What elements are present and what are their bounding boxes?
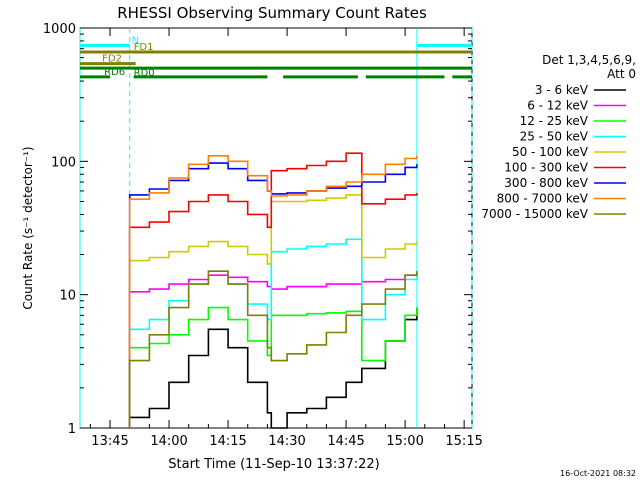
- legend-label-8: 7000 - 15000 keV: [481, 207, 588, 221]
- series-line-0: [128, 307, 418, 429]
- legend-label-3: 25 - 50 keV: [520, 130, 589, 144]
- legend-title-line-2: Att 0: [607, 67, 636, 81]
- legend-label-2: 12 - 25 keV: [520, 114, 589, 128]
- legend-label-4: 50 - 100 keV: [512, 145, 589, 159]
- flag-label-rd0: RD0: [134, 68, 155, 79]
- x-tick-label-0: 13:45: [91, 434, 128, 449]
- y-tick-label-2: 100: [51, 155, 76, 170]
- series-line-1: [128, 271, 418, 428]
- flag-label-n: N: [132, 35, 139, 46]
- series-line-4: [128, 194, 418, 428]
- x-tick-label-1: 14:00: [150, 434, 187, 449]
- y-tick-label-0: 1: [68, 422, 76, 437]
- series-line-6: [128, 162, 418, 428]
- x-tick-label-2: 14:15: [209, 434, 246, 449]
- series-line-7: [128, 155, 418, 428]
- legend-label-0: 3 - 6 keV: [535, 83, 589, 97]
- legend-title-line-1: Det 1,3,4,5,6,9,: [542, 53, 636, 67]
- series-line-8: [128, 270, 418, 428]
- series-line-5: [128, 152, 418, 428]
- legend-label-5: 100 - 300 keV: [504, 161, 588, 175]
- legend-label-6: 300 - 800 keV: [504, 176, 588, 190]
- x-axis-label: Start Time (11-Sep-10 13:37:22): [168, 457, 379, 472]
- chart-title: RHESSI Observing Summary Count Rates: [117, 4, 427, 22]
- legend-label-7: 800 - 7000 keV: [497, 192, 589, 206]
- flag-label-fd1: FD1: [134, 42, 154, 53]
- legend-label-1: 6 - 12 keV: [527, 99, 589, 113]
- series-line-3: [128, 238, 418, 428]
- timestamp: 16-Oct-2021 08:32: [560, 469, 636, 478]
- x-tick-label-3: 14:30: [268, 434, 305, 449]
- y-axis-label: Count Rate (s⁻¹ detector⁻¹): [21, 146, 35, 309]
- y-tick-label-3: 1000: [43, 22, 76, 37]
- flag-label-fd2: FD2: [102, 54, 122, 65]
- y-tick-label-1: 10: [59, 289, 76, 304]
- x-tick-label-4: 14:45: [327, 434, 364, 449]
- flag-label-rd6: RD6: [104, 67, 125, 78]
- x-tick-label-5: 15:00: [386, 434, 423, 449]
- x-tick-label-6: 15:15: [445, 434, 482, 449]
